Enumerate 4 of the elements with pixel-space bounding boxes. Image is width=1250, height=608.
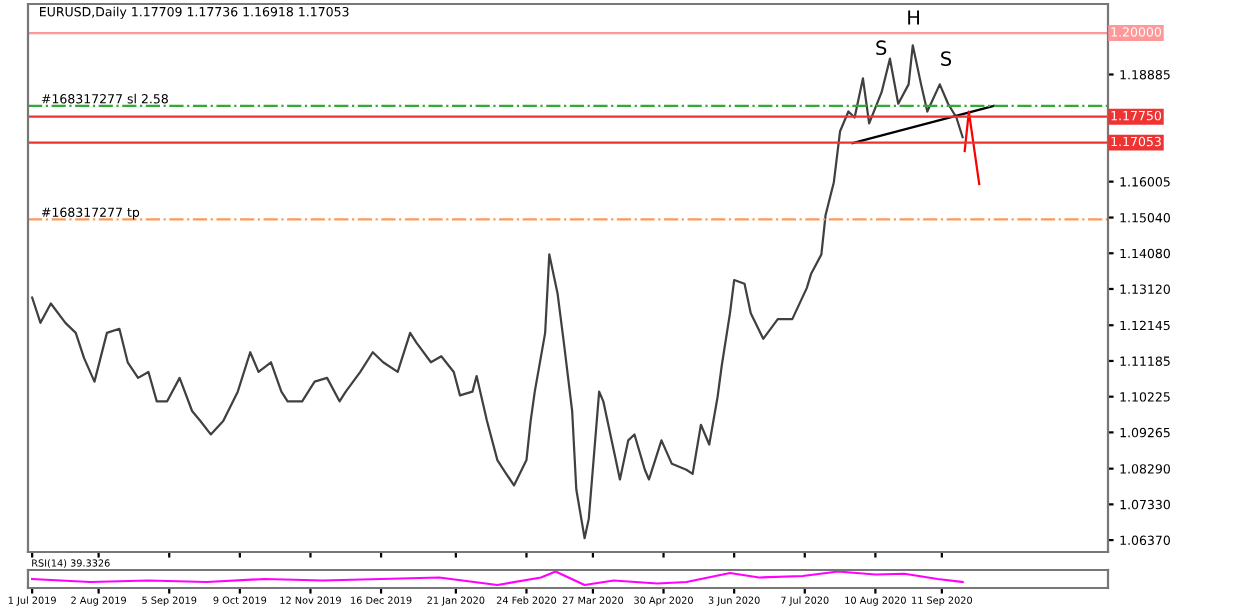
annotation: H [908, 10, 919, 25]
annotation: S [876, 40, 887, 56]
annotation: S [941, 51, 952, 66]
line-series [31, 44, 964, 540]
